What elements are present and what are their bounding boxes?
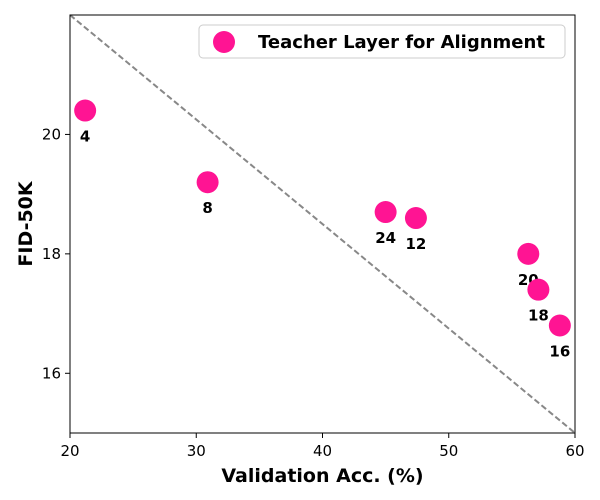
x-tick-label: 40: [313, 442, 332, 460]
legend-marker: [213, 31, 235, 53]
y-tick-label: 16: [42, 364, 61, 382]
point-label: 18: [528, 307, 549, 325]
point-label: 4: [80, 128, 90, 146]
legend: Teacher Layer for Alignment: [198, 24, 566, 59]
x-axis-title: Validation Acc. (%): [221, 465, 423, 487]
x-tick-label: 60: [565, 442, 584, 460]
point-label: 12: [405, 235, 426, 253]
y-tick-label: 20: [42, 125, 61, 143]
trend-line: [70, 15, 575, 433]
data-point: [374, 201, 397, 224]
legend-label: Teacher Layer for Alignment: [258, 32, 545, 53]
legend-box: [198, 24, 566, 59]
data-point: [527, 278, 550, 301]
point-label: 16: [549, 343, 570, 361]
x-tick-label: 20: [60, 442, 79, 460]
data-point: [517, 242, 540, 265]
y-axis-title: FID-50K: [15, 180, 37, 266]
data-point: [404, 207, 427, 230]
x-tick-label: 50: [439, 442, 458, 460]
point-label: 8: [202, 199, 212, 217]
x-tick-label: 30: [187, 442, 206, 460]
data-point: [74, 99, 97, 122]
point-label: 24: [375, 229, 396, 247]
data-point: [548, 314, 571, 337]
y-tick-label: 18: [42, 245, 61, 263]
data-point: [196, 171, 219, 194]
